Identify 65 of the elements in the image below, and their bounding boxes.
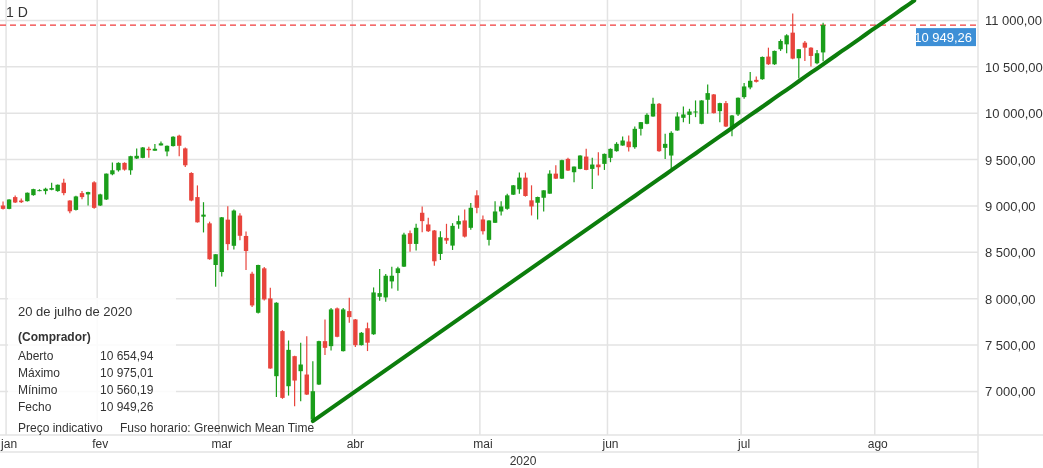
candlestick [243, 231, 249, 271]
candlestick [407, 229, 413, 253]
candlestick [462, 208, 467, 239]
annotation: Preço indicativo [18, 421, 104, 435]
x-tick-label: jul [737, 437, 751, 451]
y-tick-label: 10 500,00 [985, 59, 1043, 75]
y-tick-label: 9 000,00 [985, 198, 1036, 214]
candlestick [395, 266, 401, 292]
annotation: 10 654,94 [100, 349, 154, 363]
x-tick-label: fev [92, 437, 109, 451]
candlestick [547, 169, 552, 195]
candlestick [237, 212, 243, 241]
x-tick-label: ago [867, 437, 889, 451]
candlestick [444, 223, 449, 245]
candlestick [480, 214, 486, 236]
candlestick [298, 342, 303, 402]
ref-line-label: 10 949,26 [914, 30, 972, 46]
candlestick [468, 202, 473, 231]
x-tick-label: jun [601, 437, 619, 451]
candlestick [450, 222, 455, 251]
x-tick-label: mar [211, 437, 233, 451]
candlestick [322, 318, 328, 356]
candlestick [486, 219, 492, 247]
candlestick [413, 223, 419, 252]
candlestick [183, 146, 188, 168]
x-tick-label: jan [0, 437, 18, 451]
line-series [310, 0, 917, 424]
candlestick [498, 200, 504, 217]
y-tick-label: 8 500,00 [985, 245, 1036, 261]
candlestick [517, 172, 522, 195]
annotation: (Comprador) [18, 330, 91, 344]
annotation: 10 975,01 [100, 366, 154, 380]
candlestick [523, 172, 528, 198]
annotation: 20 de julho de 2020 [18, 304, 133, 319]
x-tick-label: mai [473, 437, 493, 451]
candlestick [669, 130, 674, 171]
candlestick [304, 335, 309, 396]
y-tick-label: 7 000,00 [985, 384, 1036, 400]
annotation: 10 949,26 [100, 400, 154, 414]
candlestick [177, 134, 182, 157]
y-tick-label: 7 500,00 [985, 338, 1036, 354]
candlestick [474, 189, 480, 214]
candlestick [201, 201, 206, 234]
annotation: Máximo [18, 366, 61, 380]
annotation: Fuso horario: Greenwich Mean Time [120, 421, 315, 435]
candlestick [438, 230, 443, 261]
x-tick-label: abr [346, 437, 365, 451]
candlestick [213, 253, 218, 288]
candlestick [711, 93, 716, 115]
annotation: Mínimo [18, 383, 58, 397]
candlestick [705, 83, 710, 115]
candlestick [529, 184, 534, 217]
annotation: 10 560,19 [100, 383, 154, 397]
y-tick-label: 8 000,00 [985, 291, 1036, 307]
x-axis-title: 2020 [509, 454, 537, 468]
y-tick-label: 11 000,00 [985, 13, 1042, 29]
chart-title: 1 D [6, 4, 28, 20]
annotation: Aberto [18, 349, 54, 363]
candlestick [723, 100, 729, 128]
candlestick [796, 48, 801, 80]
candlestick [365, 321, 370, 352]
y-tick-label: 10 000,00 [985, 106, 1043, 122]
annotation: Fecho [18, 400, 52, 414]
y-tick-label: 9 500,00 [985, 152, 1036, 168]
candlestick [802, 40, 808, 62]
